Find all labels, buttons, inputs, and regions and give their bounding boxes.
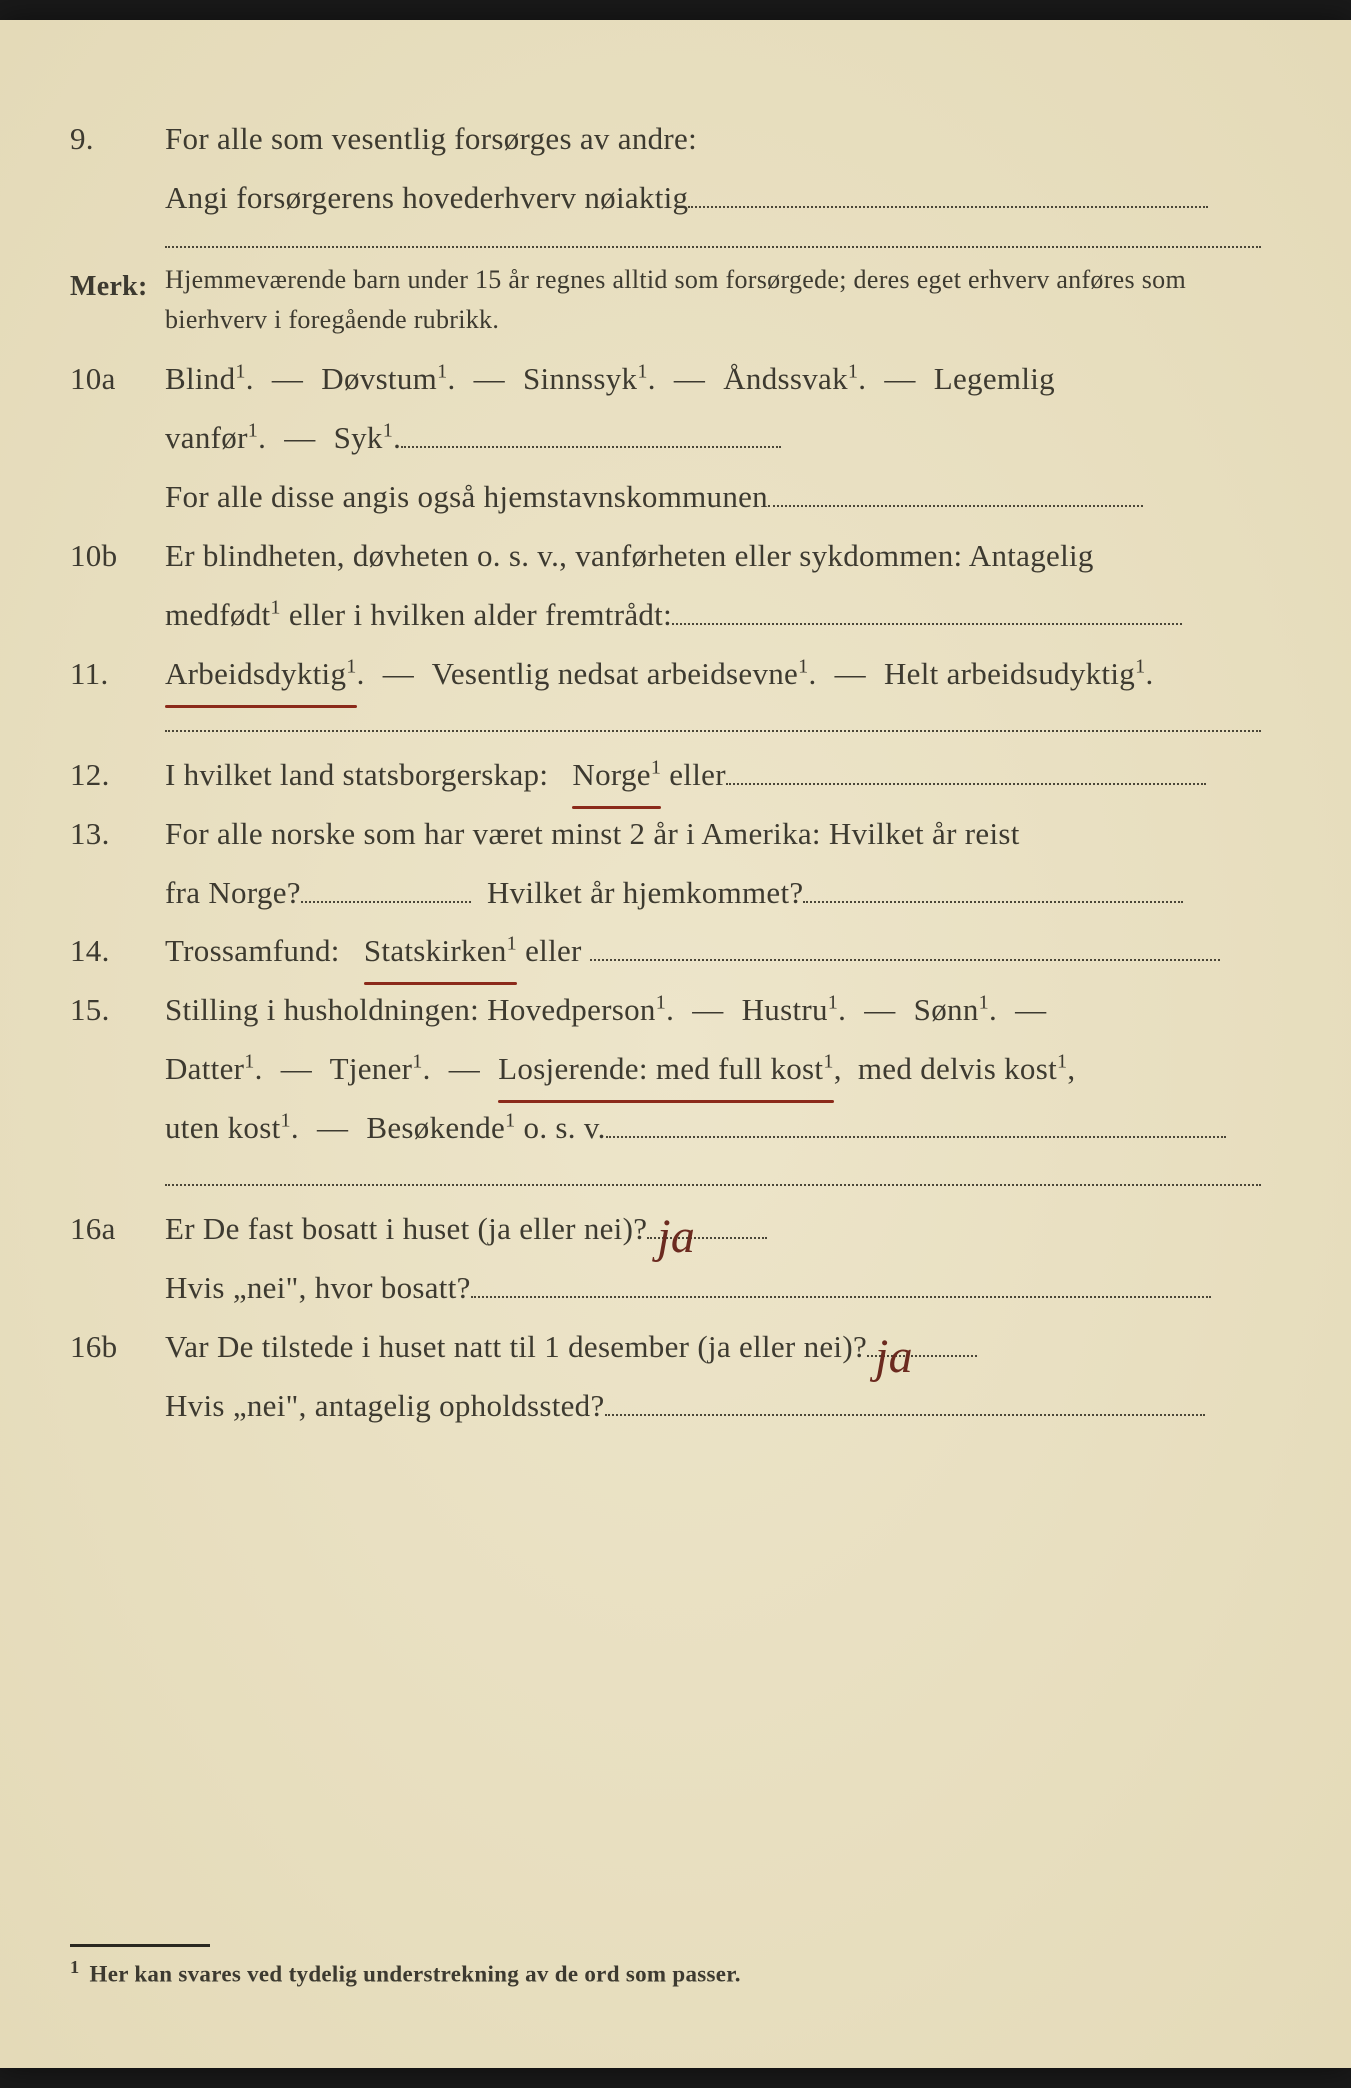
blank-line — [606, 1136, 1226, 1138]
opt-syk: Syk — [334, 420, 383, 455]
q10a-text3: For alle disse angis også hjemstavnskomm… — [165, 479, 768, 514]
q10a-line2: vanfør1. — Syk1. — [70, 409, 1261, 468]
q10b-line1: 10b Er blindheten, døvheten o. s. v., va… — [70, 527, 1261, 586]
q16b-text: Var De tilstede i huset natt til 1 desem… — [165, 1329, 867, 1364]
footnote-text: 1Her kan svares ved tydelig understrekni… — [70, 1957, 1261, 1988]
opt-nedsat: Vesentlig nedsat arbeidsevne — [432, 656, 799, 691]
q15-line2: Datter1. — Tjener1. — Losjerende: med fu… — [70, 1040, 1261, 1099]
q11-line: 11. Arbeidsdyktig1. — Vesentlig nedsat a… — [70, 645, 1261, 704]
blank-line — [401, 446, 781, 448]
q15-stilling: Stilling i husholdningen: Hovedperson — [165, 992, 656, 1027]
q10b-text2b: eller i hvilken alder fremtrådt: — [281, 597, 672, 632]
merk-row: Merk: Hjemmeværende barn under 15 år reg… — [70, 260, 1261, 341]
blank-line — [672, 623, 1182, 625]
q9-line2: Angi forsørgerens hovederhverv nøiaktig — [70, 169, 1261, 228]
q10a-line3: For alle disse angis også hjemstavnskomm… — [70, 468, 1261, 527]
q14-text: Trossamfund: — [165, 933, 340, 968]
blank-line — [688, 206, 1208, 208]
merk-text: Hjemmeværende barn under 15 år regnes al… — [165, 260, 1261, 341]
opt-hustru: Hustru — [742, 992, 828, 1027]
q10b-medfodt: medfødt — [165, 597, 270, 632]
blank-line — [590, 959, 1220, 961]
opt-sinnssyk: Sinnssyk — [523, 361, 637, 396]
opt-udyktig: Helt arbeidsudyktig — [884, 656, 1135, 691]
q16a-number: 16a — [70, 1200, 165, 1259]
q16a-hvis: Hvis „nei", hvor bosatt? — [165, 1270, 471, 1305]
q10a-number: 10a — [70, 350, 165, 409]
q10a-line1: 10a Blind1. — Døvstum1. — Sinnssyk1. — Å… — [70, 350, 1261, 409]
q16b-number: 16b — [70, 1318, 165, 1377]
opt-arbeidsdyktig-selected: Arbeidsdyktig1 — [165, 645, 357, 704]
q16a-line1: 16a Er De fast bosatt i huset (ja eller … — [70, 1200, 1261, 1259]
answer-ja: ja — [657, 1191, 695, 1282]
q13-text1: For alle norske som har været minst 2 år… — [165, 805, 1261, 864]
opt-losjerende-selected: Losjerende: med full kost1 — [498, 1040, 834, 1099]
q10b-text1: Er blindheten, døvheten o. s. v., vanfør… — [165, 527, 1261, 586]
q12-eller: eller — [661, 757, 726, 792]
blank-line — [803, 901, 1183, 903]
opt-delvis-kost: med delvis kost — [858, 1051, 1057, 1086]
q9-text2: Angi forsørgerens hovederhverv nøiaktig — [165, 180, 688, 215]
q9-line1: 9. For alle som vesentlig forsørges av a… — [70, 110, 1261, 169]
q9-text1: For alle som vesentlig forsørges av andr… — [165, 110, 1261, 169]
q9-number: 9. — [70, 110, 165, 169]
merk-label: Merk: — [70, 260, 165, 313]
blank-line — [301, 901, 471, 903]
opt-andssvak: Åndssvak — [723, 361, 848, 396]
q15-line1: 15. Stilling i husholdningen: Hovedperso… — [70, 981, 1261, 1040]
q13-number: 13. — [70, 805, 165, 864]
q14-eller: eller — [517, 933, 582, 968]
opt-statskirken-selected: Statskirken1 — [364, 922, 517, 981]
q15-number: 15. — [70, 981, 165, 1040]
opt-datter: Datter — [165, 1051, 244, 1086]
footnote-block: 1Her kan svares ved tydelig understrekni… — [70, 1944, 1261, 1988]
q15-line3: uten kost1. — Besøkende1 o. s. v. — [70, 1099, 1261, 1158]
blank-line — [726, 783, 1206, 785]
q16b-line1: 16b Var De tilstede i huset natt til 1 d… — [70, 1318, 1261, 1377]
q16b-line2: Hvis „nei", antagelig opholdssted? — [70, 1377, 1261, 1436]
opt-dovstum: Døvstum — [321, 361, 437, 396]
answer-field: ja — [867, 1355, 977, 1357]
blank-line — [768, 505, 1143, 507]
opt-blind: Blind — [165, 361, 235, 396]
q13-hjem: Hvilket år hjemkommet? — [487, 875, 804, 910]
opt-sonn: Sønn — [914, 992, 979, 1027]
opt-tjener: Tjener — [330, 1051, 413, 1086]
q10b-number: 10b — [70, 527, 165, 586]
opt-vanfor: vanfør — [165, 420, 248, 455]
q14-line: 14. Trossamfund: Statskirken1 eller — [70, 922, 1261, 981]
q14-number: 14. — [70, 922, 165, 981]
q13-line1: 13. For alle norske som har været minst … — [70, 805, 1261, 864]
blank-line — [471, 1296, 1211, 1298]
q13-line2: fra Norge? Hvilket år hjemkommet? — [70, 864, 1261, 923]
opt-legemlig: Legemlig — [934, 361, 1055, 396]
opt-besokende: Besøkende — [366, 1110, 505, 1145]
footnote-marker: 1 — [70, 1957, 80, 1977]
opt-uten-kost: uten kost — [165, 1110, 281, 1145]
q16a-text: Er De fast bosatt i huset (ja eller nei)… — [165, 1211, 647, 1246]
q15-osv: o. s. v. — [515, 1110, 605, 1145]
q12-number: 12. — [70, 746, 165, 805]
q12-text: I hvilket land statsborgerskap: — [165, 757, 548, 792]
answer-ja: ja — [875, 1311, 913, 1402]
footnote-rule — [70, 1944, 210, 1947]
q10b-line2: medfødt1 eller i hvilken alder fremtrådt… — [70, 586, 1261, 645]
blank-line — [605, 1414, 1205, 1416]
opt-norge-selected: Norge1 — [572, 746, 661, 805]
census-form-page: 9. For alle som vesentlig forsørges av a… — [0, 20, 1351, 2068]
q13-fra: fra Norge? — [165, 875, 301, 910]
q11-number: 11. — [70, 645, 165, 704]
answer-field: ja — [647, 1237, 767, 1239]
q12-line: 12. I hvilket land statsborgerskap: Norg… — [70, 746, 1261, 805]
q16b-hvis: Hvis „nei", antagelig opholdssted? — [165, 1388, 605, 1423]
